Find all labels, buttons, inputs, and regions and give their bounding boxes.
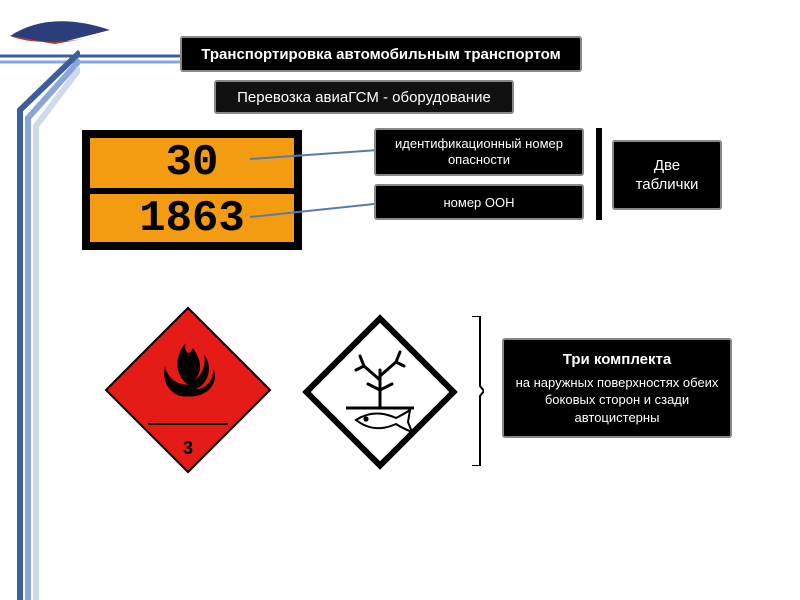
page-subtitle: Перевозка авиаГСМ - оборудование: [214, 80, 514, 114]
un-number-cell: 1863: [90, 194, 294, 244]
flammable-liquid-sign: 3: [98, 300, 278, 480]
hazard-id-label: идентификационный номер опасности: [374, 128, 584, 176]
page-title: Транспортировка автомобильным транспорто…: [180, 36, 582, 72]
sign-count-title: Три комплекта: [563, 350, 671, 370]
bracket-bar: [596, 128, 602, 220]
corner-logo: [0, 0, 200, 100]
adr-plate: 30 1863: [82, 130, 302, 250]
page-title-text: Транспортировка автомобильным транспорто…: [201, 46, 560, 63]
page-subtitle-text: Перевозка авиаГСМ - оборудование: [237, 89, 491, 106]
left-stripes: [0, 0, 80, 600]
plate-count-line2: таблички: [636, 176, 699, 193]
plate-count-line1: Две: [654, 157, 680, 174]
sign-count-body: на наружных поверхностях обеих боковых с…: [514, 374, 720, 427]
sign-count-box: Три комплекта на наружных поверхностях о…: [502, 338, 732, 438]
environment-hazard-sign: [300, 312, 460, 472]
right-bracket: [470, 316, 484, 466]
un-number-label: номер ООН: [374, 184, 584, 220]
plate-count-box: Две таблички: [612, 140, 722, 210]
hazard-class-number: 3: [183, 438, 193, 458]
hazard-id-cell: 30: [90, 138, 294, 194]
